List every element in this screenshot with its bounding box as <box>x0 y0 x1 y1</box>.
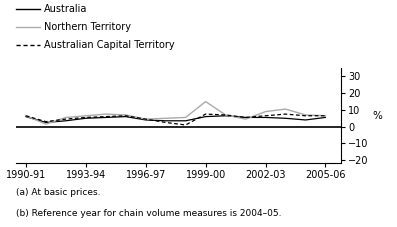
Text: Australian Capital Territory: Australian Capital Territory <box>44 40 174 50</box>
Text: Northern Territory: Northern Territory <box>44 22 131 32</box>
Australia <box>263 116 268 119</box>
Australia <box>303 118 308 121</box>
Australian Capital Territory <box>223 114 228 116</box>
Text: (a) At basic prices.: (a) At basic prices. <box>16 188 100 197</box>
Australian Capital Territory <box>23 114 28 117</box>
Northern Territory <box>203 100 208 103</box>
Australia <box>183 119 188 122</box>
Australian Capital Territory <box>283 113 288 116</box>
Northern Territory <box>183 116 188 119</box>
Northern Territory <box>283 108 288 111</box>
Australia <box>123 115 128 118</box>
Text: Australia: Australia <box>44 4 87 14</box>
Australian Capital Territory <box>64 118 68 121</box>
Australian Capital Territory <box>163 121 168 124</box>
Northern Territory <box>263 110 268 113</box>
Australia <box>143 118 148 121</box>
Australian Capital Territory <box>83 116 88 119</box>
Northern Territory <box>163 117 168 120</box>
Australian Capital Territory <box>143 118 148 121</box>
Australia <box>43 121 48 124</box>
Australian Capital Territory <box>43 120 48 123</box>
Y-axis label: %: % <box>372 111 382 121</box>
Australian Capital Territory <box>303 114 308 117</box>
Australian Capital Territory <box>323 114 328 117</box>
Australia <box>64 119 68 122</box>
Northern Territory <box>64 116 68 119</box>
Northern Territory <box>243 118 248 121</box>
Australian Capital Territory <box>123 114 128 117</box>
Line: Australia: Australia <box>26 116 326 122</box>
Australia <box>103 116 108 119</box>
Northern Territory <box>23 114 28 117</box>
Northern Territory <box>303 114 308 116</box>
Australia <box>83 117 88 120</box>
Australian Capital Territory <box>263 114 268 117</box>
Australia <box>283 117 288 120</box>
Australian Capital Territory <box>243 116 248 119</box>
Australia <box>243 116 248 119</box>
Northern Territory <box>323 114 328 117</box>
Line: Australian Capital Territory: Australian Capital Territory <box>26 114 326 125</box>
Australia <box>23 115 28 118</box>
Australian Capital Territory <box>183 124 188 126</box>
Northern Territory <box>123 114 128 116</box>
Australian Capital Territory <box>203 113 208 116</box>
Northern Territory <box>103 113 108 116</box>
Australia <box>223 114 228 117</box>
Text: (b) Reference year for chain volume measures is 2004–05.: (b) Reference year for chain volume meas… <box>16 209 281 218</box>
Australian Capital Territory <box>103 115 108 118</box>
Line: Northern Territory: Northern Territory <box>26 101 326 124</box>
Australia <box>323 116 328 119</box>
Northern Territory <box>223 114 228 116</box>
Australia <box>163 119 168 122</box>
Northern Territory <box>83 114 88 117</box>
Australia <box>203 115 208 118</box>
Northern Territory <box>43 123 48 126</box>
Northern Territory <box>143 118 148 121</box>
